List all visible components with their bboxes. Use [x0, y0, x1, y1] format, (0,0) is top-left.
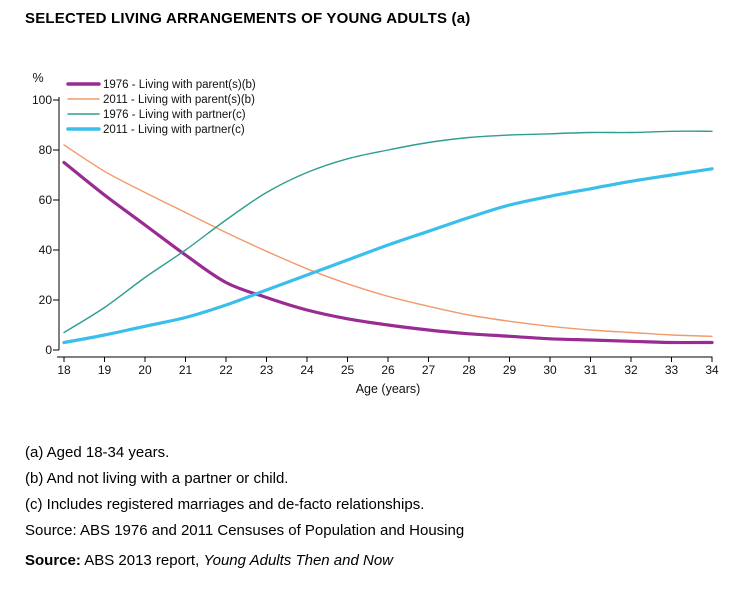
x-tick-label: 24 — [300, 363, 314, 377]
y-tick-label: 20 — [39, 293, 53, 307]
legend-label-2: 2011 - Living with parent(s)(b) — [103, 94, 255, 106]
source-text: ABS 2013 report, — [80, 552, 204, 569]
report-source-line: Source: ABS 2013 report, Young Adults Th… — [25, 552, 393, 569]
x-tick-label: 30 — [543, 363, 557, 377]
y-axis-unit-label: % — [32, 71, 43, 85]
series-line-3 — [63, 130, 713, 334]
x-tick-label: 21 — [179, 363, 193, 377]
x-tick-label: 18 — [57, 363, 71, 377]
x-tick-label: 25 — [341, 363, 355, 377]
x-tick-label: 23 — [260, 363, 274, 377]
y-tick-label: 100 — [32, 93, 52, 107]
x-tick-label: 27 — [422, 363, 436, 377]
series-line-1 — [62, 160, 714, 345]
x-tick-label: 19 — [98, 363, 112, 377]
y-tick-label: 80 — [39, 143, 53, 157]
source-label: Source: — [25, 552, 81, 569]
x-tick-label: 20 — [138, 363, 152, 377]
legend-label-4: 2011 - Living with partner(c) — [103, 124, 245, 136]
x-tick-label: 32 — [624, 363, 638, 377]
legend-label-1: 1976 - Living with parent(s)(b) — [103, 79, 256, 91]
y-tick-label: 60 — [39, 193, 53, 207]
legend-label-3: 1976 - Living with partner(c) — [103, 109, 246, 121]
footnote-c: (c) Includes registered marriages and de… — [25, 496, 425, 513]
line-chart: 0 20 40 60 80 100% 18 19 20 21 22 23 24 25 26 27 28 29 30 3… — [32, 71, 719, 396]
x-tick-label: 34 — [705, 363, 719, 377]
y-tick-label: 0 — [45, 343, 52, 357]
x-tick-label: 28 — [462, 363, 476, 377]
footnote-source: Source: ABS 1976 and 2011 Censuses of Po… — [25, 522, 465, 539]
series-line-4 — [62, 167, 714, 345]
x-tick-label: 22 — [219, 363, 233, 377]
footnote-a: (a) Aged 18-34 years. — [25, 444, 170, 461]
y-tick-label: 40 — [39, 243, 53, 257]
series-line-2 — [63, 144, 713, 337]
chart-title: SELECTED LIVING ARRANGEMENTS OF YOUNG AD… — [25, 10, 471, 27]
x-axis-label: Age (years) — [356, 382, 421, 396]
x-tick-label: 26 — [381, 363, 395, 377]
source-report-title: Young Adults Then and Now — [203, 552, 394, 569]
x-tick-label: 29 — [503, 363, 517, 377]
x-tick-label: 31 — [584, 363, 598, 377]
x-tick-label: 33 — [665, 363, 679, 377]
footnote-b: (b) And not living with a partner or chi… — [25, 470, 289, 487]
footnotes-block: (a) Aged 18-34 years. (b) And not living… — [25, 440, 464, 544]
